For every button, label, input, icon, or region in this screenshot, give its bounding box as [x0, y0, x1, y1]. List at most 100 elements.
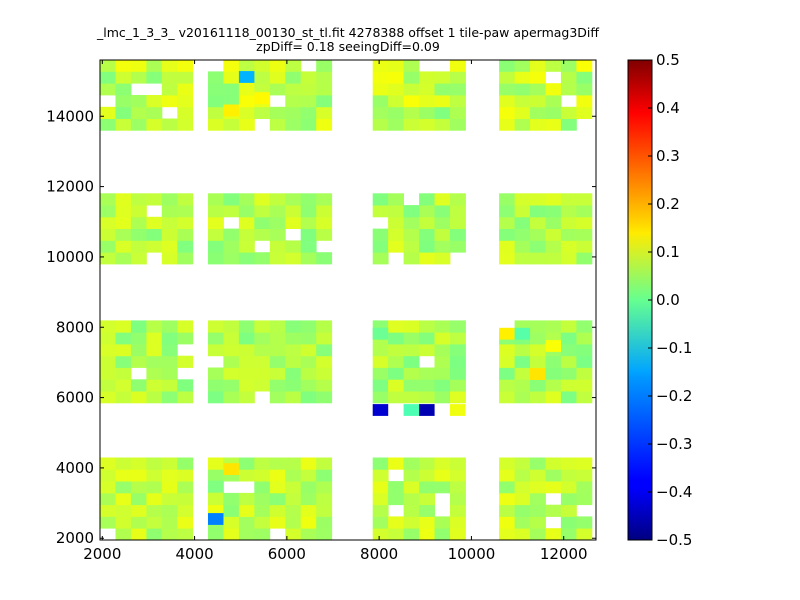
- heatmap-cell: [146, 516, 163, 529]
- heatmap-cell: [372, 205, 389, 218]
- heatmap-outlier-cell: [530, 368, 546, 380]
- heatmap-cell: [285, 379, 302, 392]
- heatmap-cell: [316, 83, 333, 96]
- heatmap-cell: [300, 379, 317, 392]
- heatmap-cell: [223, 344, 240, 357]
- heatmap-cell: [530, 528, 546, 540]
- heatmap-cell: [100, 516, 116, 529]
- heatmap-cell: [560, 252, 577, 265]
- colorbar-tick-label: 0.5: [656, 51, 680, 69]
- heatmap-cell: [161, 457, 178, 470]
- chart-subtitle: zpDiff= 0.18 seeingDiff=0.09: [256, 39, 440, 54]
- heatmap-cell: [300, 193, 317, 206]
- heatmap-cell: [100, 504, 116, 517]
- heatmap-cell: [130, 205, 147, 218]
- heatmap-cell: [238, 344, 255, 357]
- heatmap-cell: [530, 504, 546, 517]
- heatmap-cell: [254, 320, 271, 333]
- heatmap-cell: [316, 95, 333, 108]
- heatmap-cell: [115, 71, 132, 84]
- heatmap-cell: [419, 205, 435, 218]
- heatmap-cell: [130, 469, 147, 482]
- heatmap-cell: [403, 216, 420, 229]
- heatmap-cell: [285, 252, 302, 265]
- heatmap-cell: [130, 391, 147, 404]
- heatmap-cell: [115, 528, 132, 540]
- heatmap-cell: [177, 457, 194, 470]
- heatmap-cell: [514, 83, 531, 96]
- heatmap-cell: [254, 216, 271, 229]
- chart-title: _lmc_1_3_3_ v20161118_00130_st_tl.fit 42…: [96, 25, 599, 40]
- heatmap-cell: [100, 320, 116, 333]
- heatmap-cell: [300, 71, 317, 84]
- heatmap-cell: [300, 83, 317, 96]
- heatmap-cell: [100, 457, 116, 470]
- heatmap-cell: [161, 228, 178, 241]
- heatmap-cell: [403, 205, 420, 218]
- heatmap-cell: [514, 457, 531, 470]
- heatmap-cell: [100, 83, 116, 96]
- heatmap-cell: [403, 457, 420, 470]
- heatmap-cell: [254, 228, 271, 241]
- heatmap-cell: [403, 118, 420, 131]
- heatmap-cell: [450, 457, 466, 470]
- heatmap-cell: [403, 469, 420, 482]
- heatmap-cell: [576, 240, 593, 253]
- colorbar-tick-label: −0.1: [656, 339, 692, 357]
- heatmap-cell: [450, 391, 466, 404]
- heatmap-cell: [545, 528, 562, 540]
- heatmap-cell: [269, 481, 286, 494]
- heatmap-cell: [161, 379, 178, 392]
- heatmap-cell: [161, 118, 178, 131]
- heatmap-cell: [146, 469, 163, 482]
- heatmap-cell: [238, 492, 255, 506]
- heatmap-cell: [372, 504, 389, 517]
- heatmap-cell: [208, 118, 224, 131]
- heatmap-cell: [419, 492, 435, 506]
- heatmap-cell: [300, 504, 317, 517]
- heatmap-cell: [285, 320, 302, 333]
- heatmap-cell: [177, 228, 194, 241]
- heatmap-cell: [130, 60, 147, 72]
- heatmap-cell: [146, 240, 163, 253]
- heatmap-cell: [115, 367, 132, 380]
- heatmap-cell: [514, 252, 531, 265]
- heatmap-cell: [499, 379, 515, 392]
- heatmap-cell: [576, 332, 593, 345]
- heatmap-cell: [316, 205, 333, 218]
- heatmap-cell: [238, 106, 255, 119]
- heatmap-cell: [130, 320, 147, 333]
- heatmap-cell: [161, 469, 178, 482]
- heatmap-cell: [285, 240, 302, 253]
- heatmap-cell: [545, 205, 562, 218]
- heatmap-cell: [285, 528, 302, 540]
- heatmap-cell: [115, 516, 132, 529]
- heatmap-cell: [545, 95, 562, 108]
- heatmap-cell: [161, 481, 178, 494]
- heatmap-cell: [115, 379, 132, 392]
- heatmap-cell: [238, 228, 255, 241]
- heatmap-cell: [238, 320, 255, 333]
- heatmap-cell: [450, 469, 466, 482]
- heatmap-cell: [450, 492, 466, 506]
- heatmap-cell: [177, 106, 194, 119]
- heatmap-cell: [388, 492, 404, 506]
- heatmap-cells: [100, 60, 593, 540]
- heatmap-cell: [530, 481, 546, 494]
- heatmap-cell: [285, 83, 302, 96]
- heatmap-cell: [254, 469, 271, 482]
- heatmap-cell: [115, 83, 132, 96]
- heatmap-cell: [434, 355, 451, 368]
- heatmap-cell: [161, 320, 178, 333]
- heatmap-cell: [530, 118, 546, 131]
- heatmap-cell: [560, 504, 577, 517]
- heatmap-cell: [316, 106, 333, 119]
- heatmap-cell: [434, 228, 451, 241]
- heatmap-cell: [161, 332, 178, 345]
- heatmap-cell: [514, 391, 531, 404]
- heatmap-cell: [450, 367, 466, 380]
- heatmap-cell: [576, 60, 593, 72]
- heatmap-cell: [388, 457, 404, 470]
- heatmap-cell: [100, 367, 116, 380]
- heatmap-cell: [545, 240, 562, 253]
